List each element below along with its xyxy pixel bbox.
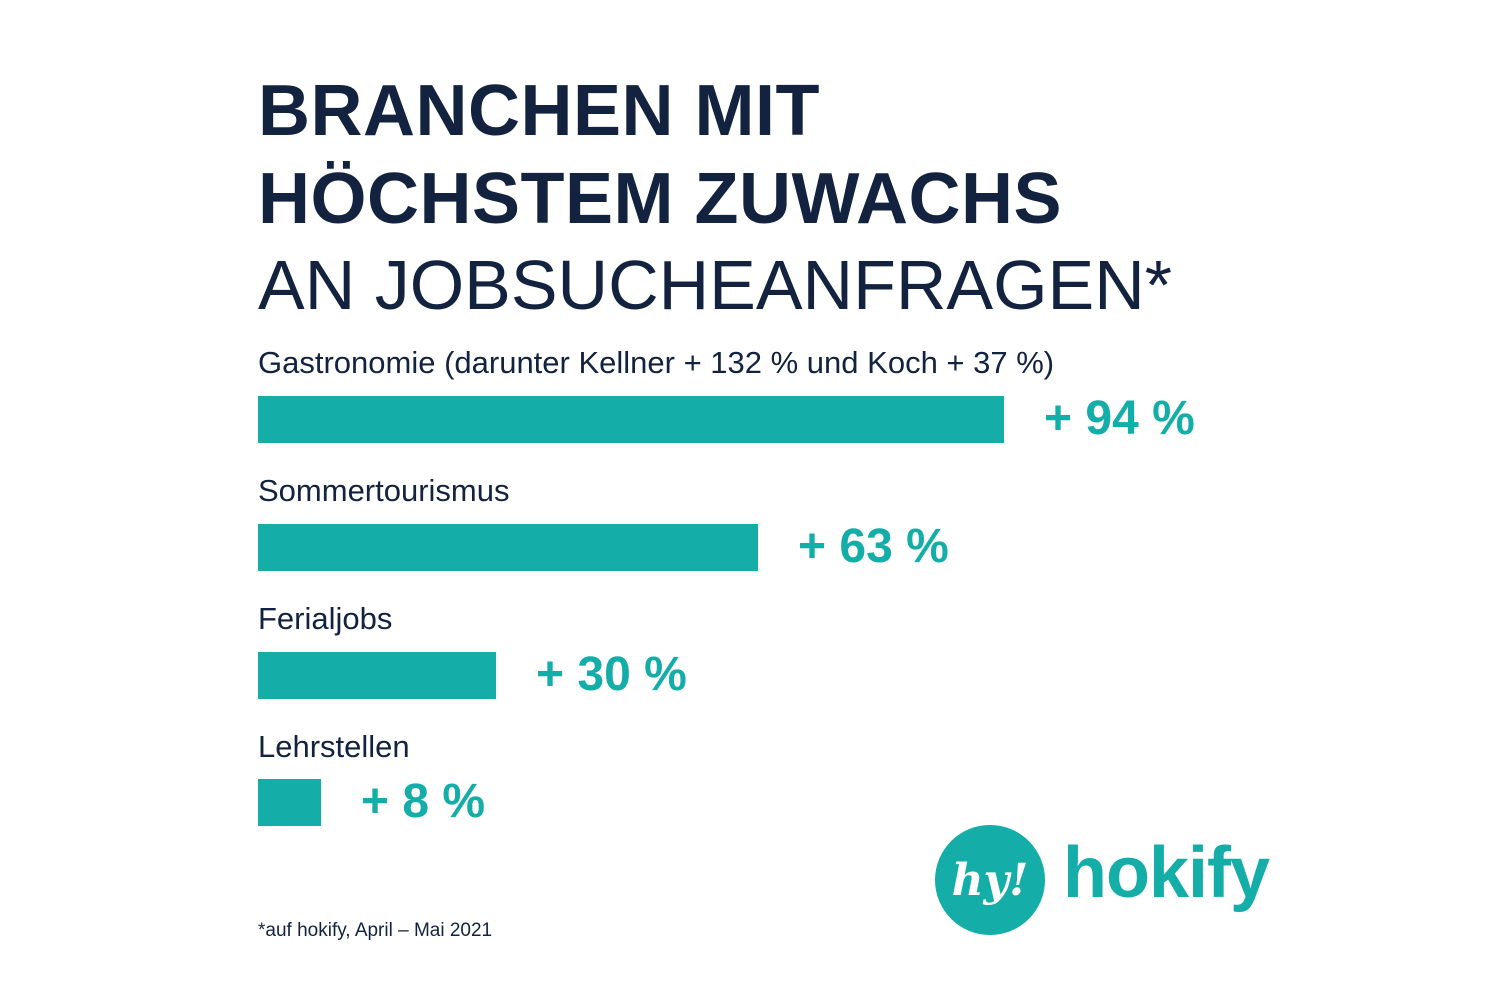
category-label: Sommertourismus [258, 473, 510, 508]
value-label: + 30 % [536, 648, 687, 701]
bar [258, 524, 758, 571]
footnote: *auf hokify, April – Mai 2021 [258, 920, 493, 941]
bar [258, 779, 321, 826]
category-label: Ferialjobs [258, 601, 393, 636]
value-label: + 8 % [361, 775, 486, 828]
bar [258, 652, 496, 699]
category-label: Gastronomie (darunter Kellner + 132 % un… [258, 345, 1055, 380]
value-label: + 63 % [798, 520, 949, 573]
hokify-logo: hy! hokify [935, 825, 1270, 935]
logo-mark: hy! [935, 825, 1045, 935]
title-line-1: BRANCHEN MIT [258, 71, 820, 151]
title-line-3: AN JOBSUCHEANFRAGEN* [258, 246, 1173, 324]
title-line-2: HÖCHSTEM ZUWACHS [258, 159, 1062, 239]
category-label: Lehrstellen [258, 729, 410, 764]
logo-wordmark: hokify [1063, 833, 1270, 913]
bar [258, 396, 1004, 443]
value-label: + 94 % [1044, 392, 1195, 445]
